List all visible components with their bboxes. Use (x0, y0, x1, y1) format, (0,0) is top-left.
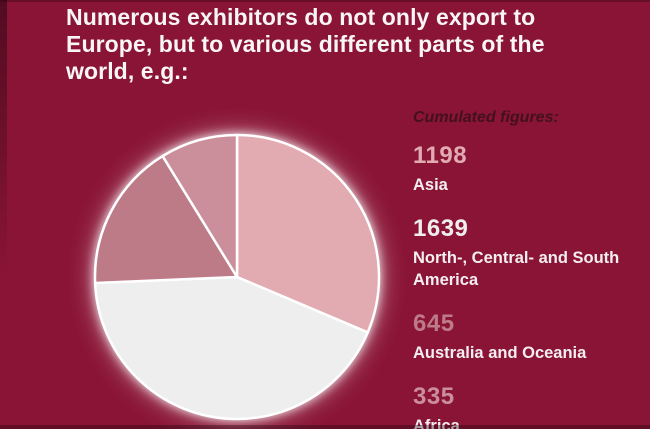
top-edge-shade (0, 0, 650, 2)
pie-slice-africa (161, 133, 239, 279)
legend-label: Australia and Oceania (413, 344, 587, 362)
legend-item: 1198 Asia (413, 143, 625, 196)
legend-item: 1639 North-, Central- and South America (413, 216, 625, 291)
pie-slice-australia-and-oceania (93, 154, 239, 285)
legend-value: 1198 (413, 142, 468, 169)
title-line-3: world, e.g.: (66, 58, 189, 84)
left-edge-shade (0, 0, 7, 429)
legend-label: North-, Central- and South America (413, 249, 620, 289)
legend-item: 335 Africa (413, 384, 625, 429)
legend-value: 1639 (413, 215, 469, 242)
page-title: Numerous exhibitors do not only export t… (66, 4, 545, 85)
legend-label: Asia (413, 176, 448, 194)
legend-value: 335 (413, 383, 455, 410)
legend-heading: Cumulated figures: (413, 109, 559, 126)
legend: Cumulated figures: 1198 Asia 1639 North-, C… (413, 108, 625, 429)
pie-slice-asia (235, 133, 381, 334)
legend-item: 645 Australia and Oceania (413, 311, 625, 364)
legend-items: 1198 Asia 1639 North-, Central- and South A… (413, 143, 625, 429)
legend-value: 645 (413, 310, 455, 337)
legend-label: Africa (413, 417, 460, 429)
pie-chart (93, 133, 381, 421)
title-line-1: Numerous exhibitors do not only export t… (66, 4, 536, 30)
pie-slice-north-central-and-south-america (93, 275, 369, 421)
title-line-2: Europe, but to various different parts o… (66, 31, 545, 57)
